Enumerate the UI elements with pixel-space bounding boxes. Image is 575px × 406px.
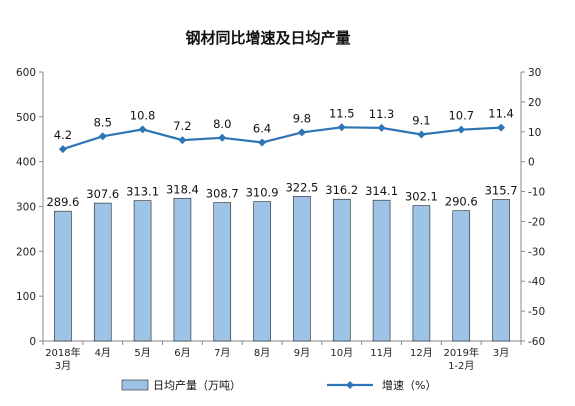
line-data-label: 11.4 — [488, 107, 514, 121]
line-point-marker — [337, 123, 346, 132]
bar — [173, 197, 192, 342]
right-axis-tick-label: -60 — [528, 336, 545, 348]
bar — [492, 199, 510, 342]
line-point-marker — [178, 136, 187, 145]
x-axis-tick-label: 8月 — [254, 347, 270, 359]
right-axis-tick-label: -20 — [528, 216, 545, 228]
line-data-label: 8.0 — [213, 117, 231, 131]
bar-data-label: 315.7 — [485, 183, 518, 197]
x-axis-tick-label: 4月 — [95, 347, 111, 359]
bar-data-label: 318.4 — [166, 182, 199, 196]
line-series — [58, 123, 506, 154]
legend: 日均产量（万吨） 增速（%） — [121, 378, 436, 392]
line-point-marker — [98, 132, 107, 141]
bar — [253, 201, 271, 342]
left-axis-tick-label: 500 — [16, 112, 36, 124]
right-axis-tick-label: 0 — [528, 157, 535, 169]
x-axis-tick-label: 3月 — [55, 360, 71, 372]
bar-data-label: 316.2 — [325, 183, 358, 197]
left-axis-tick-label: 600 — [16, 67, 36, 79]
bar-data-label: 289.6 — [46, 195, 79, 209]
bar — [93, 202, 112, 342]
right-axis-tick-label: -50 — [528, 306, 545, 318]
bar — [213, 202, 232, 342]
right-axis-tick-label: 10 — [528, 127, 541, 139]
left-axis-tick-label: 400 — [16, 157, 36, 169]
bar-data-label: 322.5 — [285, 180, 318, 194]
bar — [54, 210, 72, 342]
legend-bar-swatch — [121, 379, 149, 391]
x-axis-tick-label: 1-2月 — [448, 360, 474, 372]
line-data-labels: 4.2 8.5 10.8 7.2 8.0 6.4 9.8 11.5 11.3 9.1 10.7 11.… — [54, 106, 514, 142]
x-axis-tick-label: 6月 — [174, 347, 190, 359]
axes: 0 100 200 300 400 500 600 -60 -50 -40 -30 -20 -10 0 10… — [16, 67, 545, 348]
legend-bar-label: 日均产量（万吨） — [153, 378, 241, 392]
legend-line-marker — [346, 381, 354, 389]
left-axis-tick-label: 0 — [29, 336, 36, 348]
left-axis-tick-label: 200 — [16, 246, 36, 258]
legend-line-label: 增速（%） — [382, 378, 436, 392]
line-data-label: 9.8 — [293, 111, 311, 125]
x-axis-tick-label: 11月 — [370, 347, 393, 359]
line-point-marker — [377, 123, 386, 132]
line-point-marker — [457, 125, 466, 134]
x-axis-tick-label: 10月 — [330, 347, 353, 359]
line-point-marker — [138, 125, 147, 134]
x-axis-tick-label: 7月 — [214, 347, 230, 359]
bar — [452, 210, 471, 342]
bar-data-label: 302.1 — [405, 190, 438, 204]
x-axis-tick-label: 2019年 — [444, 346, 479, 359]
bar-data-label: 290.6 — [445, 195, 478, 209]
bar-data-labels: 289.6 307.6 313.1 318.4 308.7 310.9 322.5 316.2… — [46, 180, 517, 209]
x-axis-tick-label: 12月 — [410, 347, 433, 359]
right-axis-tick-label: 30 — [528, 67, 541, 79]
line-data-label: 11.3 — [369, 107, 395, 121]
line-data-label: 6.4 — [253, 122, 271, 136]
left-axis-tick-label: 300 — [16, 202, 36, 214]
line-point-marker — [497, 123, 506, 132]
line-point-marker — [417, 130, 426, 139]
line-path — [62, 126, 502, 151]
x-axis-tick-label: 2018年 — [45, 346, 80, 359]
bar-data-label: 307.6 — [86, 187, 119, 201]
line-data-label: 8.5 — [94, 115, 112, 129]
bar-data-label: 313.1 — [126, 185, 159, 199]
line-data-label: 10.8 — [130, 108, 156, 122]
line-point-marker — [297, 128, 306, 137]
bar-series — [54, 196, 510, 342]
line-point-marker — [58, 145, 67, 154]
line-data-label: 9.1 — [412, 113, 430, 127]
right-axis-tick-label: 20 — [528, 97, 541, 109]
right-axis-tick-label: -10 — [528, 187, 545, 199]
line-data-label: 10.7 — [448, 109, 474, 123]
right-axis-tick-label: -40 — [528, 276, 545, 288]
left-axis-tick-label: 100 — [16, 291, 36, 303]
bar — [332, 198, 351, 342]
x-axis-tick-label: 3月 — [493, 347, 509, 359]
bar — [372, 199, 391, 342]
right-axis-tick-label: -30 — [528, 246, 545, 258]
bar — [133, 200, 152, 342]
bar-data-label: 308.7 — [206, 187, 239, 201]
bar-data-label: 314.1 — [365, 184, 398, 198]
bar — [412, 205, 431, 342]
line-data-label: 4.2 — [54, 128, 72, 142]
line-point-marker — [218, 133, 227, 142]
line-data-label: 7.2 — [173, 119, 191, 133]
line-point-marker — [258, 138, 267, 147]
x-axis-tick-label: 9月 — [294, 347, 310, 359]
line-data-label: 11.5 — [329, 106, 355, 120]
bar — [293, 196, 311, 342]
x-axis-tick-label: 5月 — [134, 347, 150, 359]
chart-title: 钢材同比增速及日均产量 — [185, 29, 350, 47]
bar-data-label: 310.9 — [246, 186, 279, 200]
